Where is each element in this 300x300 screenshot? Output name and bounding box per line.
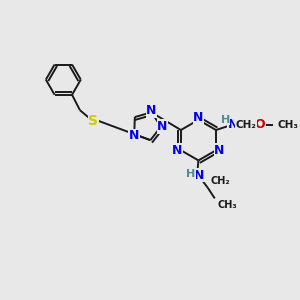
Text: CH₃: CH₃	[217, 200, 237, 210]
Text: N: N	[227, 118, 238, 131]
Text: N: N	[146, 104, 157, 117]
Text: H: H	[186, 169, 196, 178]
Text: N: N	[172, 144, 183, 157]
Text: N: N	[193, 111, 204, 124]
Text: N: N	[129, 129, 140, 142]
Text: CH₃: CH₃	[278, 120, 298, 130]
Text: H: H	[221, 115, 230, 125]
Text: S: S	[88, 115, 98, 128]
Text: CH₂: CH₂	[236, 120, 256, 130]
Text: N: N	[214, 144, 225, 157]
Text: O: O	[254, 118, 265, 131]
Text: N: N	[194, 169, 205, 182]
Text: N: N	[157, 120, 168, 133]
Text: CH₂: CH₂	[211, 176, 230, 186]
